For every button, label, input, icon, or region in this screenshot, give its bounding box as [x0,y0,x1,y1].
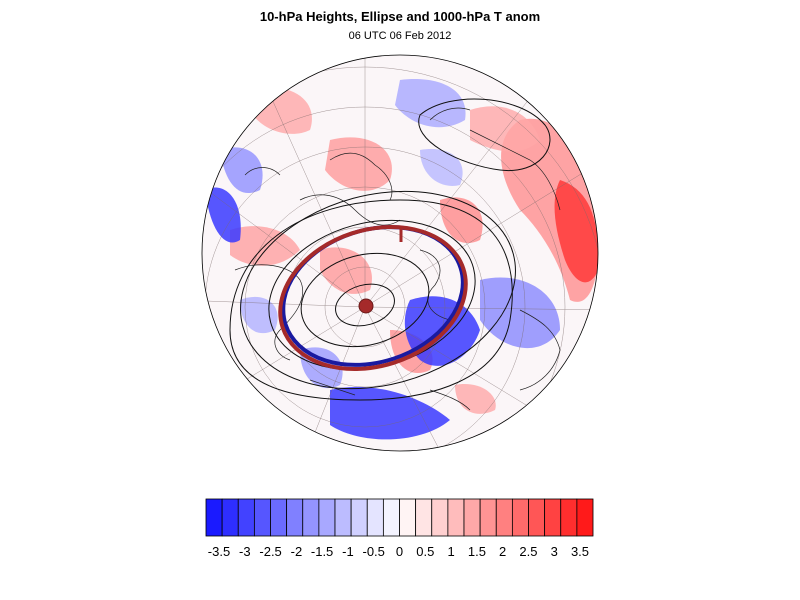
colorbar-tick-label: 1.5 [468,544,486,559]
colorbar-tick-label: 3.5 [571,544,589,559]
colorbar-box [318,498,336,537]
colorbar-tick-label: 2 [499,544,506,559]
vortex-center-marker [358,298,374,314]
colorbar-box [221,498,239,537]
colorbar-box [286,498,304,537]
colorbar-box [237,498,255,537]
cold-anomaly [240,296,278,334]
colorbar-tick-label: -2 [291,544,303,559]
colorbar-tick-label: -1.5 [311,544,333,559]
colorbar-tick-label: -0.5 [362,544,384,559]
colorbar-box [302,498,320,537]
colorbar-labels: -3.5 -3 -2.5 -2 -1.5 -1 -0.5 0 0.5 1 1.5 2 2.5 3 3.5 [208,544,589,559]
warm-anomaly [455,384,496,414]
colorbar-box [528,498,546,537]
colorbar-box [334,498,352,537]
colorbar-box [366,498,384,537]
colorbar-tick-label: 0.5 [416,544,434,559]
colorbar-tick-label: 1 [447,544,454,559]
colorbar-box [495,498,513,537]
colorbar-box [463,498,481,537]
colorbar-box [270,498,288,537]
colorbar-tick-label: -3 [239,544,251,559]
colorbar-box [205,498,223,537]
colorbar-box [479,498,497,537]
colorbar-box [253,498,271,537]
colorbar-box [511,498,529,537]
colorbar-box [382,498,400,537]
colorbar-tick-label: 3 [551,544,558,559]
colorbar-box [447,498,465,537]
colorbar-tick-label: -1 [342,544,354,559]
colorbar-box [431,498,449,537]
warm-anomaly [470,106,540,152]
polar-map [201,54,599,452]
globe-outline [201,54,599,452]
warm-anomaly [440,197,483,244]
fitted-vortex-ellipse [278,224,468,372]
colorbar-boxes [205,498,594,537]
height-contours [229,98,551,401]
colorbar-tick-label: 0 [396,544,403,559]
globe-contents [202,55,598,451]
warm-anomaly [320,247,372,294]
colorbar-box [560,498,578,537]
anomaly-shading [205,79,598,440]
colorbar-tick-label: 2.5 [519,544,537,559]
colorbar-tick-label: -3.5 [208,544,230,559]
cold-anomaly [420,149,463,186]
warm-anomaly [325,137,392,191]
figure-title: 10-hPa Heights, Ellipse and 1000-hPa T a… [259,9,541,24]
cold-anomaly [205,187,241,243]
colorbar-tick-label: -2.5 [259,544,281,559]
colorbar-box [399,498,417,537]
colorbar-box [544,498,562,537]
colorbar-box [415,498,433,537]
figure-subtitle: 06 UTC 06 Feb 2012 [348,30,452,42]
warm-anomaly [554,180,598,283]
cold-anomaly [480,277,560,349]
colorbar-box [576,498,594,537]
colorbar-box [350,498,368,537]
cold-anomaly [395,79,466,128]
